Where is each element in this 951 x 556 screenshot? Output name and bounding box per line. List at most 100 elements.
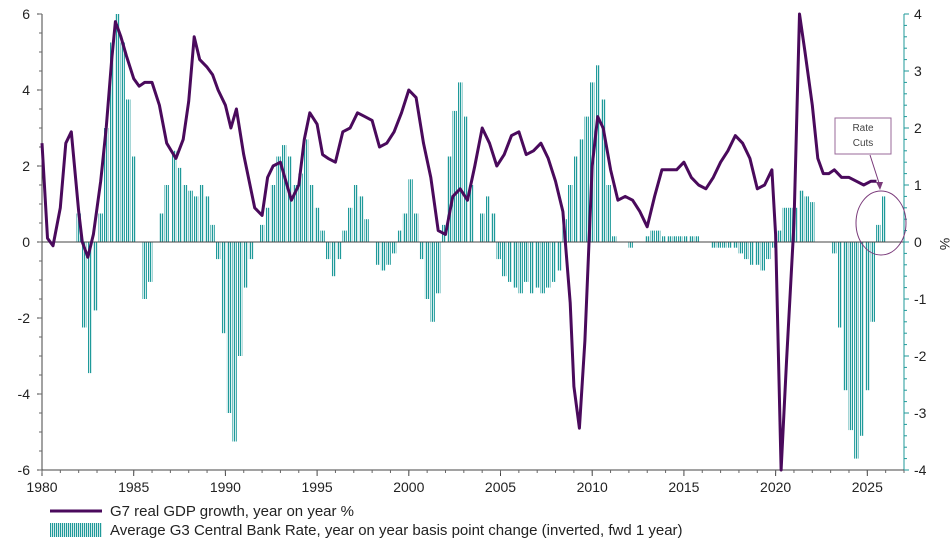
- x-tick-label: 2020: [760, 479, 791, 495]
- rate-bar: [413, 213, 419, 242]
- rate-bar: [865, 242, 870, 391]
- rate-bar: [557, 242, 562, 271]
- y-right-tick-label: -2: [914, 348, 927, 364]
- legend-rate-swatch-line: [58, 523, 60, 537]
- x-tick-label: 2025: [852, 479, 883, 495]
- legend-rate-swatch: [50, 523, 102, 537]
- legend-rate-swatch-line: [66, 523, 68, 537]
- rate-bar: [749, 242, 754, 265]
- y-right-tick-label: 3: [914, 63, 922, 79]
- rate-bar: [469, 185, 474, 242]
- legend-gdp-label: G7 real GDP growth, year on year %: [110, 503, 354, 520]
- rate-bar: [375, 242, 380, 265]
- rate-bar: [870, 242, 875, 322]
- rate-bar: [98, 213, 103, 242]
- rate-bar: [628, 242, 633, 248]
- rate-bar: [843, 242, 848, 391]
- rate-bar: [832, 242, 837, 254]
- rate-bar: [579, 139, 584, 242]
- annotation-line-1: Rate: [852, 123, 874, 134]
- rate-bar: [210, 224, 215, 242]
- rate-bar: [104, 128, 109, 242]
- x-tick-label: 2005: [485, 479, 516, 495]
- rate-bar: [115, 14, 120, 242]
- legend-rate-swatch-line: [96, 523, 98, 537]
- right-axis-unit-label: %: [937, 238, 951, 250]
- rate-bar: [171, 150, 177, 242]
- legend-rate-label: Average G3 Central Bank Rate, year on ye…: [110, 522, 683, 539]
- rate-bar: [683, 236, 688, 242]
- rate-bar: [292, 185, 298, 242]
- x-tick-label: 1980: [26, 479, 57, 495]
- rate-bar: [402, 213, 408, 242]
- rate-bar: [148, 242, 153, 282]
- rate-bar: [656, 230, 661, 242]
- rate-bar: [722, 242, 727, 248]
- rate-bar: [540, 242, 545, 294]
- legend-rate-swatch-line: [74, 523, 76, 537]
- legend-rate-swatch-line: [56, 523, 58, 537]
- rate-bar: [518, 242, 523, 294]
- legend-rate-swatch-line: [54, 523, 56, 537]
- y-right-tick-label: 0: [914, 234, 922, 250]
- rate-bar: [854, 242, 859, 459]
- rate-bar: [463, 116, 468, 242]
- legend-rate-swatch-line: [72, 523, 74, 537]
- rate-bar: [606, 185, 611, 242]
- rate-bar: [848, 242, 853, 431]
- rate-bar: [347, 207, 353, 242]
- rate-bar: [164, 185, 169, 242]
- rate-bar: [237, 242, 243, 356]
- annotation-box: [834, 117, 892, 155]
- rate-bar: [397, 230, 402, 242]
- rate-bar: [716, 242, 721, 248]
- rate-bar: [551, 242, 556, 282]
- rate-bar: [744, 242, 749, 260]
- rate-bar: [408, 179, 413, 242]
- legend-rate-swatch-line: [52, 523, 54, 537]
- rate-bar: [496, 242, 501, 260]
- rate-bar: [126, 99, 131, 242]
- legend-rate-swatch-line: [64, 523, 66, 537]
- annotation-arrow: [869, 154, 881, 187]
- ticks-group: 1980 1985 1990 1995 2000 2005 2010 2015 2020 2025…: [18, 6, 927, 495]
- rate-bar: [678, 236, 683, 242]
- rate-bar: [159, 213, 164, 242]
- legend-rate-swatch-line: [88, 523, 90, 537]
- rate-bar: [226, 242, 232, 413]
- rate-bar: [788, 207, 793, 242]
- y-left-tick-label: -6: [18, 462, 31, 478]
- rate-bar: [452, 110, 457, 243]
- rate-bar: [755, 242, 760, 265]
- y-right-tick-label: -3: [914, 405, 927, 421]
- rate-bar: [331, 242, 336, 277]
- legend-rate-swatch-line: [98, 523, 100, 537]
- rate-bar: [881, 196, 886, 242]
- rate-bar: [661, 236, 666, 242]
- y-left-tick-label: 4: [22, 82, 30, 98]
- legend-rate-swatch-line: [86, 523, 88, 537]
- rate-bar: [391, 242, 397, 254]
- rate-bar: [777, 230, 782, 242]
- rate-bar: [524, 242, 529, 282]
- annotation-arrowhead: [876, 182, 883, 190]
- rate-bar: [793, 207, 798, 242]
- rate-bar: [810, 202, 815, 242]
- rate-bar: [595, 65, 600, 242]
- legend-rate-swatch-line: [62, 523, 64, 537]
- rate-bar: [799, 190, 804, 242]
- legend-rate-swatch-line: [92, 523, 94, 537]
- rate-bar: [727, 242, 732, 248]
- rate-bar: [342, 230, 347, 242]
- rate-bar: [93, 242, 98, 311]
- legend-rate-swatch-line: [70, 523, 72, 537]
- rate-bar: [689, 236, 694, 242]
- legend-rate-swatch-line: [78, 523, 80, 537]
- rate-bar: [281, 145, 287, 242]
- rate-bar: [87, 242, 92, 374]
- rate-bar: [177, 167, 182, 242]
- rate-bar: [215, 242, 221, 260]
- rate-bar: [491, 213, 496, 242]
- rate-bar: [298, 173, 303, 242]
- rate-bar: [458, 82, 463, 243]
